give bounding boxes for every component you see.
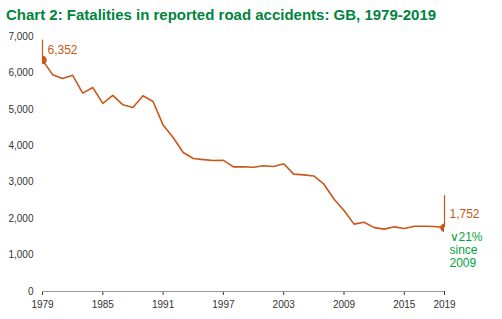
svg-text:∨21%since2009: ∨21%since2009: [450, 230, 483, 270]
svg-text:2003: 2003: [273, 299, 296, 310]
svg-text:3,000: 3,000: [8, 176, 33, 187]
svg-text:1,752: 1,752: [450, 207, 480, 221]
svg-text:1,000: 1,000: [8, 249, 33, 260]
svg-text:1991: 1991: [152, 299, 175, 310]
svg-text:2,000: 2,000: [8, 213, 33, 224]
svg-text:7,000: 7,000: [8, 31, 33, 42]
svg-text:2009: 2009: [333, 299, 356, 310]
svg-text:2019: 2019: [433, 299, 456, 310]
svg-text:1997: 1997: [212, 299, 235, 310]
svg-text:0: 0: [28, 286, 34, 297]
svg-text:1985: 1985: [92, 299, 115, 310]
html-text:Chart 2: Fatalities in reporte: Chart 2: Fatalities in reported road acc…: [6, 6, 437, 23]
svg-text:4,000: 4,000: [8, 140, 33, 151]
svg-text:6,352: 6,352: [48, 43, 78, 57]
svg-text:1979: 1979: [31, 299, 54, 310]
svg-text:2015: 2015: [393, 299, 416, 310]
svg-text:5,000: 5,000: [8, 104, 33, 115]
svg-text:6,000: 6,000: [8, 67, 33, 78]
